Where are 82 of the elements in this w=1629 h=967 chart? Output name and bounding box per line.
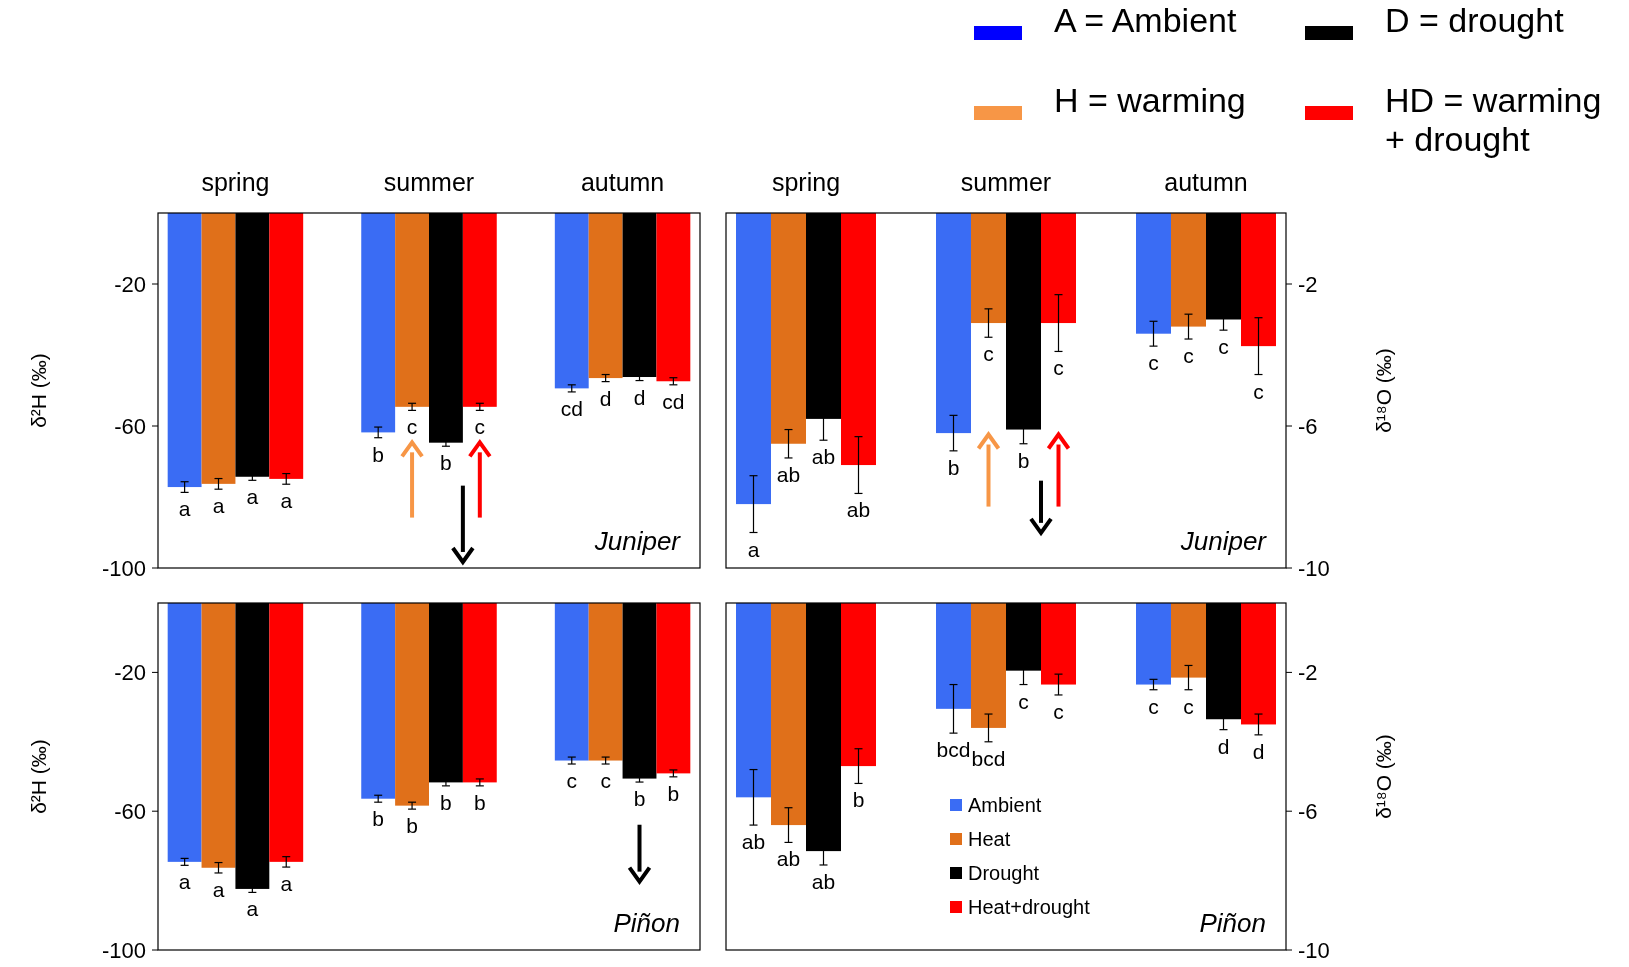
y-tick-label: -2 [1298,271,1318,297]
legend-label: Heat+drought [968,896,1091,918]
data-label: ab [776,462,801,486]
y-tick-label: -6 [1298,798,1318,824]
data-label: a [178,497,191,521]
y-tick-label: -6 [1298,413,1318,439]
data-label: a [212,494,225,518]
legend-label: Drought [968,862,1040,884]
annotation: Piñon [1199,908,1266,938]
x-tick-label: spring [201,168,270,196]
y-axis-title: δ²H (‰) [27,739,50,814]
legend-label: Ambient [968,794,1042,816]
data-label: a [246,485,259,509]
text: D = drought [1385,1,1565,39]
data-label: b [440,790,452,814]
y-tick-label: -10 [1298,555,1330,581]
data-label: b [440,451,452,475]
y-tick-label: -60 [114,413,146,439]
text: H = warming [1054,81,1246,119]
y-axis-title: δ²H (‰) [27,353,50,428]
y-tick-label: -100 [101,555,146,581]
data-label: a [178,870,191,894]
data-label: d [633,385,646,409]
y-tick-label: -10 [1298,937,1330,963]
y-tick-label: -2 [1298,660,1318,686]
data-label: a [280,872,293,896]
data-label: a [212,877,225,901]
data-label: a [747,537,760,561]
x-tick-label: summer [383,168,475,196]
data-label: c [1183,694,1194,718]
data-label: ab [776,847,801,871]
annotation: Piñon [613,908,680,938]
data-label: d [599,386,612,410]
y-tick-label: -60 [114,798,146,824]
data-label: c [1018,689,1029,713]
data-label: c [406,415,418,439]
data-label: d [1252,739,1265,763]
data-label: ab [811,869,836,893]
y-axis-title: δ¹⁸O (‰) [1372,348,1395,433]
data-label: c [983,342,994,366]
data-label: cd [662,389,685,413]
x-tick-label: autumn [580,168,665,196]
data-label: bcd [936,738,971,762]
y-axis-title: δ¹⁸O (‰) [1372,734,1395,819]
x-tick-label: summer [960,168,1052,196]
data-label: ab [846,498,871,522]
x-tick-label: autumn [1164,168,1248,196]
data-label: cd [560,396,583,420]
data-label: b [667,781,680,805]
data-label: b [372,807,385,831]
data-label: b [852,788,865,812]
data-label: a [246,897,259,921]
x-tick-label: spring [771,168,841,196]
y-tick-label: -100 [101,937,146,963]
data-label: c [1148,694,1159,718]
text: A = Ambient [1054,1,1237,39]
data-label: c [1148,351,1159,375]
annotation: Juniper [1179,526,1268,556]
data-label: c [474,415,486,439]
data-label: b [473,790,486,814]
data-label: b [1017,448,1030,472]
data-label: b [406,814,418,838]
data-label: c [566,769,578,793]
data-label: a [280,489,293,513]
data-label: ab [811,445,836,469]
data-label: c [1053,356,1064,380]
y-tick-label: -20 [114,271,146,297]
data-label: bcd [971,746,1006,770]
data-label: c [1183,344,1194,368]
legend-label: Heat [968,828,1011,850]
data-label: b [633,787,646,811]
y-tick-label: -20 [114,660,146,686]
data-label: d [1217,734,1230,758]
data-label: c [1053,699,1064,723]
annotation: Juniper [593,526,682,556]
data-label: c [600,769,611,793]
data-label: c [1218,335,1229,359]
data-label: c [1253,379,1264,403]
data-label: ab [741,830,766,854]
data-label: b [372,442,385,466]
text: HD = warming + drought [1385,81,1602,159]
data-label: b [947,455,960,479]
